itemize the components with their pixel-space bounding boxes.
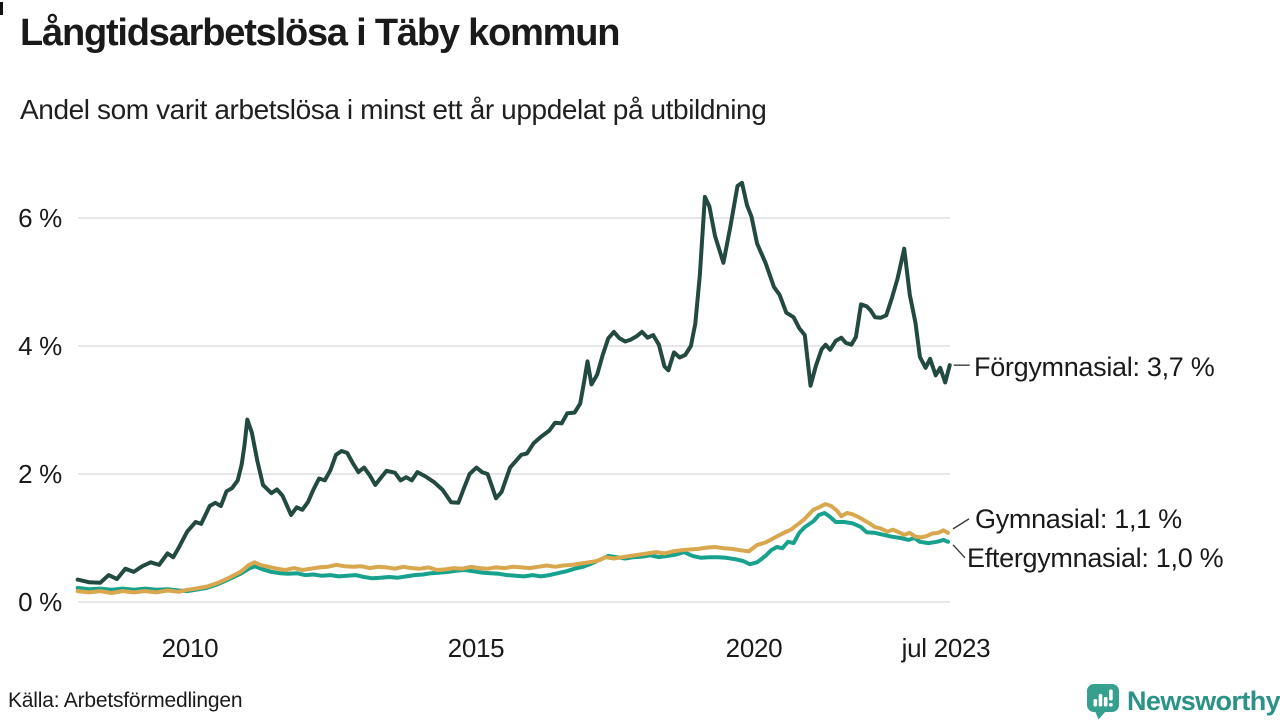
series-line-gymnasial <box>75 502 950 595</box>
y-axis-tick-label: 2 % <box>18 459 62 489</box>
x-axis-tick-label: jul 2023 <box>901 633 991 663</box>
series-label-eftergymnasial: Eftergymnasial: 1,0 % <box>967 543 1224 573</box>
newsworthy-logo: Newsworthy <box>1086 683 1280 720</box>
y-axis-tick-label: 0 % <box>18 587 62 617</box>
x-axis-tick-label: 2015 <box>447 633 505 663</box>
newsworthy-bubble-chart-icon <box>1087 684 1119 720</box>
source-credit: Källa: Arbetsförmedlingen <box>8 689 243 712</box>
y-axis-tick-label: 4 % <box>18 331 62 361</box>
series-line-förgymnasial <box>75 180 952 585</box>
x-axis-tick-label: 2020 <box>725 633 783 663</box>
chart-subtitle: Andel som varit arbetslösa i minst ett å… <box>20 94 767 125</box>
annotation-connector-eftergymnasial <box>952 544 966 559</box>
annotation-connector-gymnasial <box>952 518 970 530</box>
series-label-gymnasial: Gymnasial: 1,1 % <box>975 504 1182 534</box>
x-axis-tick-label: 2010 <box>161 633 219 663</box>
screenshot-artifact <box>0 2 3 15</box>
y-axis-tick-label: 6 % <box>18 203 62 233</box>
series-line-eftergymnasial <box>75 511 950 594</box>
series-label-forgymnasial: Förgymnasial: 3,7 % <box>974 352 1215 382</box>
newsworthy-wordmark: Newsworthy <box>1127 686 1280 716</box>
page-title: Långtidsarbetslösa i Täby kommun <box>20 12 620 54</box>
